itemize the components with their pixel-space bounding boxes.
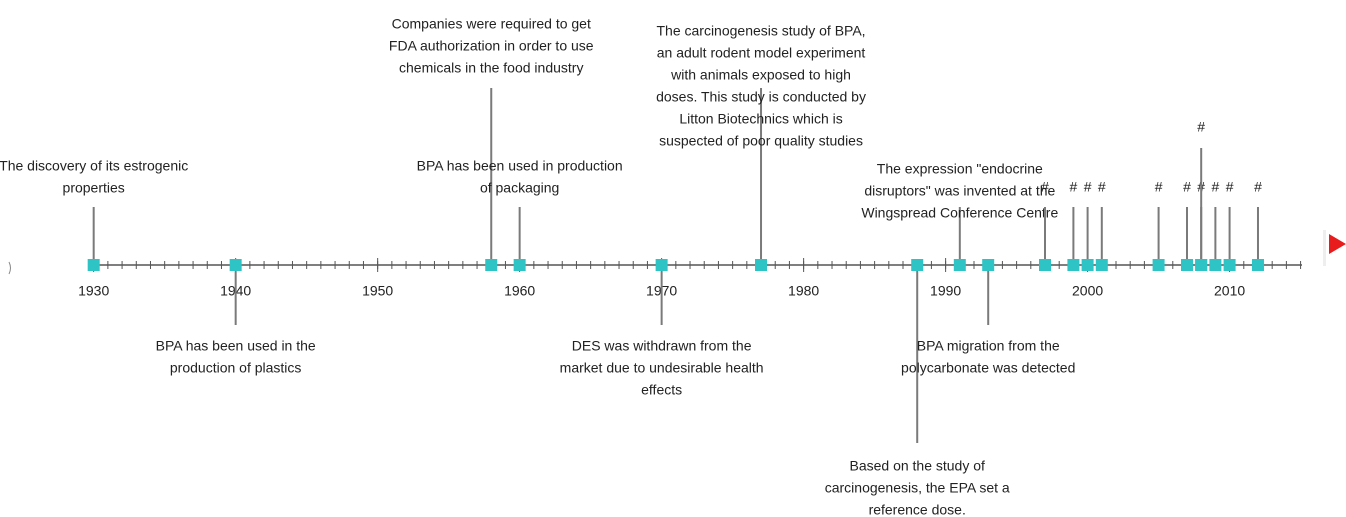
event-label: properties	[63, 180, 125, 196]
event-marker	[1209, 259, 1222, 271]
event-marker	[1039, 259, 1052, 271]
end-arrow	[1329, 234, 1346, 254]
event-label: doses. This study is conducted by	[656, 89, 866, 105]
tick-label: 2010	[1214, 283, 1245, 299]
event-marker	[1067, 259, 1080, 271]
event-label: Litton Biotechnics which is	[679, 111, 842, 127]
event-label: carcinogenesis, the EPA set a	[825, 480, 1010, 496]
event-label: #	[1254, 179, 1262, 195]
event-marker	[1180, 259, 1193, 271]
event-marker	[1152, 259, 1165, 271]
event-label: #	[1197, 119, 1205, 135]
event-label: #	[1226, 179, 1234, 195]
event-marker	[87, 259, 100, 271]
event-label: polycarbonate was detected	[901, 360, 1075, 376]
event-marker	[485, 259, 498, 271]
event-label: reference dose.	[869, 502, 966, 517]
tick-label: 1960	[504, 283, 535, 299]
event-marker	[655, 259, 668, 271]
event-label: production of plastics	[170, 360, 302, 376]
event-label: effects	[641, 382, 682, 398]
event-marker	[953, 259, 966, 271]
event-marker	[1251, 259, 1264, 271]
event-label: of packaging	[480, 180, 559, 196]
event-marker	[1081, 259, 1094, 271]
event-label: The carcinogenesis study of BPA,	[656, 23, 865, 39]
event-marker	[1195, 259, 1208, 271]
event-label: BPA has been used in production	[417, 158, 623, 174]
event-label: disruptors" was invented at the	[864, 183, 1055, 199]
event-marker	[911, 259, 924, 271]
event-label: with animals exposed to high	[670, 67, 851, 83]
event-label: Companies were required to get	[392, 16, 591, 32]
event-label: an adult rodent model experiment	[657, 45, 866, 61]
event-marker	[982, 259, 995, 271]
tick-label: 1980	[788, 283, 819, 299]
event-label: The expression "endocrine	[877, 161, 1043, 177]
event-marker	[755, 259, 768, 271]
event-label: Wingspread Conference Centre	[861, 205, 1058, 221]
event-label: DES was withdrawn from the	[572, 338, 752, 354]
tick-label: 1930	[78, 283, 109, 299]
event-label: #	[1211, 179, 1219, 195]
event-label: suspected of poor quality studies	[659, 133, 863, 149]
event-label: #	[1084, 179, 1092, 195]
event-label: #	[1183, 179, 1191, 195]
event-label: chemicals in the food industry	[399, 60, 583, 76]
event-label: #	[1041, 179, 1049, 195]
event-marker	[229, 259, 242, 271]
event-label: Based on the study of	[849, 458, 985, 474]
tick-label: 2000	[1072, 283, 1103, 299]
left-end	[8, 261, 11, 275]
event-marker	[1223, 259, 1236, 271]
event-label: #	[1098, 179, 1106, 195]
event-label: The discovery of its estrogenic	[0, 158, 188, 174]
event-label: BPA migration from the	[917, 338, 1060, 354]
event-label: #	[1155, 179, 1163, 195]
event-label: FDA authorization in order to use	[389, 38, 594, 54]
event-label: BPA has been used in the	[156, 338, 316, 354]
event-marker	[513, 259, 526, 271]
tick-label: 1990	[930, 283, 961, 299]
event-marker	[1095, 259, 1108, 271]
event-label: #	[1070, 179, 1078, 195]
event-label: market due to undesirable health	[560, 360, 764, 376]
end-bar	[1323, 230, 1326, 266]
tick-label: 1950	[362, 283, 393, 299]
